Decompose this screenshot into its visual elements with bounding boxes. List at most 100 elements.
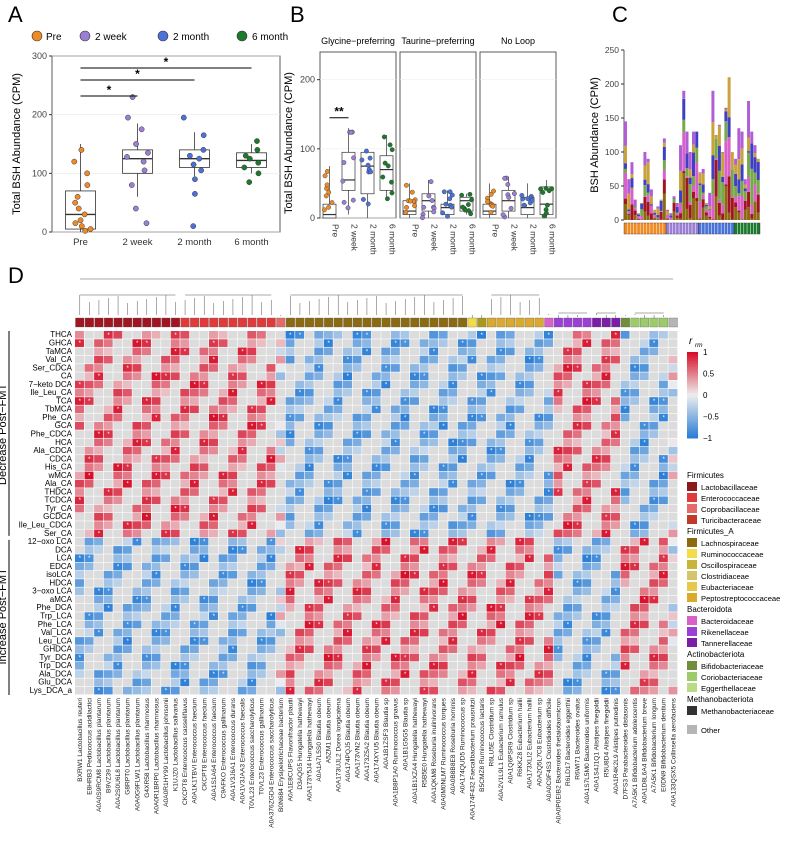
significance-dot: *: [586, 482, 589, 488]
heatmap-cell: [438, 521, 448, 529]
significance-dot: *: [519, 540, 522, 546]
heatmap-cell: [563, 422, 573, 430]
heatmap-cell: [601, 645, 611, 654]
heatmap-cell: [524, 339, 534, 347]
heatmap-cell: [122, 331, 132, 339]
heatmap-cell: [591, 488, 601, 496]
heatmap-cell: [75, 504, 84, 513]
heatmap-cell: [381, 653, 391, 662]
heatmap-cell: [381, 546, 391, 554]
heatmap-cell: [620, 546, 630, 554]
heatmap-cell: [467, 637, 477, 645]
heatmap-cell: [323, 604, 333, 612]
heatmap-cell: [218, 686, 228, 695]
heatmap-cell: [582, 397, 592, 405]
heatmap-cell: [611, 637, 620, 645]
heatmap-cell: [180, 455, 190, 463]
heatmap-cell: [630, 355, 640, 364]
heatmap-cell: [247, 546, 257, 554]
heatmap-cell: [295, 529, 305, 538]
heatmap-cell: [103, 670, 113, 678]
data-point: [502, 175, 508, 181]
significance-dot: *: [634, 523, 637, 529]
significance-dot: *: [500, 507, 503, 513]
row-label: GHCA: [49, 338, 73, 347]
heatmap-cell: [362, 546, 372, 554]
heatmap-cell: [84, 521, 94, 529]
significance-dot: *: [117, 564, 120, 570]
heatmap-cell: [314, 678, 324, 687]
data-point: [447, 196, 453, 202]
heatmap-cell: [142, 521, 151, 529]
column-label: K1UJZ0 Lactobacillus salivarius: [173, 697, 180, 791]
heatmap-cell: [75, 446, 84, 455]
heatmap-cell: [142, 661, 151, 670]
heatmap-cell: [256, 347, 266, 356]
significance-dot: *: [174, 606, 177, 612]
heatmap-cell: [524, 570, 534, 579]
heatmap-cell: [419, 587, 429, 596]
heatmap-cell: [611, 595, 620, 604]
bar-segment: [734, 186, 738, 198]
data-point: [389, 190, 395, 196]
legend-swatch-6month: [236, 30, 248, 42]
significance-dot: *: [203, 598, 206, 604]
significance-dot: *: [366, 333, 369, 339]
heatmap-cell: [668, 554, 678, 563]
heatmap-cell: [362, 587, 372, 596]
significance-dot: *: [347, 631, 350, 637]
heatmap-cell: [544, 661, 553, 670]
heatmap-cell: [524, 380, 534, 389]
heatmap-cell: [496, 422, 506, 430]
significance-dot: *: [375, 564, 378, 570]
heatmap-cell: [467, 405, 477, 414]
colorbar-step: [687, 352, 698, 355]
heatmap-cell: [419, 372, 429, 381]
colorbar-step: [687, 354, 698, 357]
heatmap-cell: [103, 455, 113, 463]
colorbar-step: [687, 412, 698, 415]
data-point: [488, 210, 494, 215]
heatmap-cell: [457, 479, 467, 488]
heatmap-cell: [496, 355, 506, 364]
data-point: [78, 147, 85, 153]
heatmap-cell: [591, 355, 601, 364]
heatmap-cell: [189, 355, 199, 364]
heatmap-cell: [630, 686, 640, 695]
family-color-cell: [190, 317, 200, 328]
heatmap-cell: [591, 471, 601, 480]
significance-dot: *: [260, 382, 263, 388]
significance-dot: *: [203, 556, 206, 562]
heatmap-cell: [343, 455, 352, 463]
heatmap-cell: [668, 612, 678, 620]
heatmap-cell: [390, 380, 400, 389]
heatmap-cell: [438, 504, 448, 513]
heatmap-cell: [304, 661, 314, 670]
heatmap-cell: [228, 670, 238, 678]
heatmap-cell: [295, 645, 305, 654]
significance-dot: *: [509, 424, 512, 430]
heatmap-cell: [314, 546, 324, 554]
heatmap-cell: [266, 380, 276, 389]
heatmap-cell: [295, 471, 305, 480]
heatmap-cell: [84, 455, 94, 463]
panel-letter-b: B: [290, 2, 305, 27]
colorbar-step: [687, 416, 698, 420]
heatmap-cell: [228, 579, 238, 587]
family-color-cell: [659, 317, 669, 328]
heatmap-cell: [467, 595, 477, 604]
family-color-cell: [305, 317, 314, 328]
bar-segment: [636, 214, 640, 217]
heatmap-cell: [563, 504, 573, 513]
heatmap-cell: [400, 388, 410, 397]
heatmap-cell: [103, 637, 113, 645]
heatmap-cell: [199, 678, 209, 687]
heatmap-cell: [170, 446, 180, 455]
heatmap-cell: [228, 612, 238, 620]
heatmap-cell: [639, 471, 649, 480]
heatmap-cell: [410, 355, 419, 364]
heatmap-cell: [209, 364, 218, 372]
heatmap-cell: [84, 529, 94, 538]
heatmap-cell: [620, 422, 630, 430]
heatmap-cell: [352, 463, 362, 472]
